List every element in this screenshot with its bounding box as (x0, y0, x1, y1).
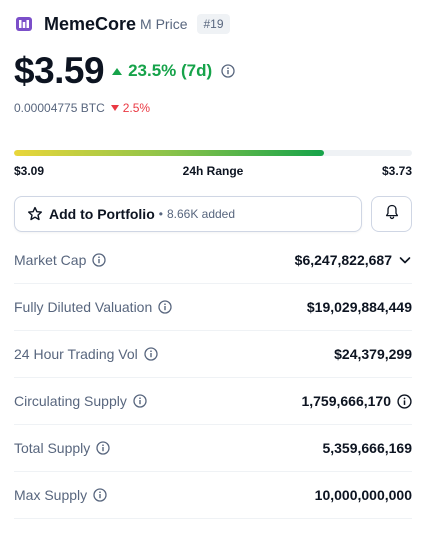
stat-value-text: $6,247,822,687 (294, 252, 392, 268)
info-icon[interactable] (133, 394, 147, 408)
stat-label: Max Supply (14, 487, 107, 503)
rank-badge: #19 (197, 14, 230, 34)
stat-value-text: 10,000,000,000 (314, 487, 412, 503)
triangle-up-icon (112, 67, 123, 75)
stat-value-text: $19,029,884,449 (306, 299, 412, 315)
stat-label: Market Cap (14, 252, 107, 268)
range-low: $3.09 (14, 164, 45, 178)
stat-label-text: Fully Diluted Valuation (14, 299, 153, 315)
info-icon[interactable] (221, 64, 235, 78)
portfolio-label: Add to Portfolio (49, 206, 155, 222)
chevron-down-icon[interactable] (398, 253, 412, 267)
range-high: $3.73 (381, 164, 412, 178)
stat-label: Circulating Supply (14, 393, 147, 409)
range-bar-fill (14, 150, 325, 156)
range-label[interactable]: 24h Range (182, 164, 244, 178)
triangle-down-icon (110, 105, 119, 111)
stat-label-text: Total Supply (14, 440, 91, 456)
star-icon (27, 206, 43, 222)
stat-row-max-supply: Max Supply 10,000,000,000 (14, 472, 412, 519)
info-icon[interactable] (397, 393, 412, 409)
btc-price-row: 0.00004775 BTC 2.5% (14, 101, 150, 115)
stat-value: 5,359,666,169 (322, 440, 412, 456)
price-alert-button[interactable] (371, 196, 412, 232)
separator-dot: • (158, 207, 163, 221)
stat-label: 24 Hour Trading Vol (14, 346, 158, 362)
stat-value: 10,000,000,000 (315, 487, 412, 503)
stat-value: $24,379,299 (334, 346, 412, 362)
info-icon[interactable] (92, 253, 107, 267)
coin-header: MemeCore M Price #19 (14, 12, 230, 36)
stat-row-trading-volume: 24 Hour Trading Vol $24,379,299 (14, 331, 412, 378)
btc-price: 0.00004775 BTC (14, 101, 105, 115)
stats-list: Market Cap $6,247,822,687 Fully Diluted … (14, 237, 412, 519)
info-icon[interactable] (93, 488, 107, 502)
stat-value-text: 5,359,666,169 (322, 440, 412, 456)
stat-label: Total Supply (14, 440, 110, 456)
stat-row-fdv: Fully Diluted Valuation $19,029,884,449 (14, 284, 412, 331)
info-icon[interactable] (96, 441, 110, 455)
price-row: $3.59 23.5% (7d) (14, 50, 235, 92)
stat-label-text: Circulating Supply (14, 393, 127, 409)
stat-row-circulating-supply: Circulating Supply 1,759,666,170 (14, 378, 412, 425)
price-change-text: 23.5% (7d) (128, 61, 213, 80)
add-to-portfolio-button[interactable]: Add to Portfolio • 8.66K added (14, 196, 362, 232)
stat-label: Fully Diluted Valuation (14, 299, 172, 315)
info-icon[interactable] (158, 300, 172, 314)
stat-value: 1,759,666,170 (301, 393, 412, 409)
stat-row-total-supply: Total Supply 5,359,666,169 (14, 425, 412, 472)
btc-change-text: 2.5% (122, 101, 151, 115)
price-change-7d: 23.5% (7d) (112, 61, 212, 81)
stat-value-text: $24,379,299 (334, 346, 412, 362)
range-labels: $3.09 24h Range $3.73 (14, 164, 412, 178)
range-bar (14, 150, 412, 156)
stat-value: $6,247,822,687 (295, 252, 412, 268)
stat-label-text: 24 Hour Trading Vol (14, 346, 138, 362)
stat-row-market-cap: Market Cap $6,247,822,687 (14, 237, 412, 284)
coin-symbol: M Price (140, 16, 188, 32)
btc-price-change: 2.5% (110, 101, 151, 115)
stat-value-text: 1,759,666,170 (301, 393, 391, 409)
stat-label-text: Market Cap (14, 252, 87, 268)
info-icon[interactable] (144, 347, 158, 361)
stat-label-text: Max Supply (14, 487, 88, 503)
bell-icon (385, 204, 399, 225)
current-price: $3.59 (14, 50, 105, 91)
portfolio-added-count: 8.66K added (166, 207, 236, 221)
stat-value: $19,029,884,449 (307, 299, 412, 315)
memecore-logo-icon (14, 14, 34, 34)
coin-name: MemeCore (44, 13, 137, 34)
